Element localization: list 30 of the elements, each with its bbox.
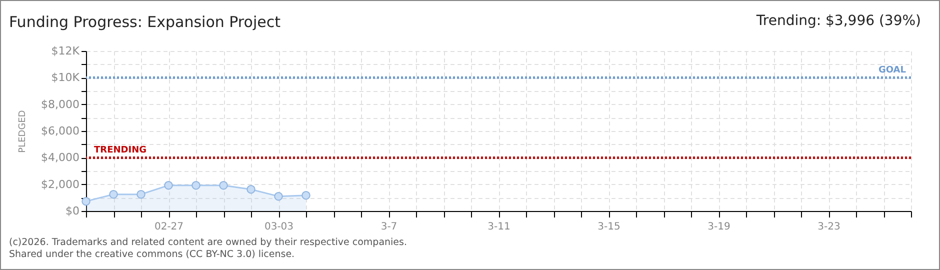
y-tick-label: $0 <box>66 204 80 218</box>
x-tick-label: 3-15 <box>598 222 620 232</box>
chart-title: Funding Progress: Expansion Project <box>9 13 280 31</box>
x-tick-label: 3-11 <box>488 222 510 232</box>
point <box>274 192 283 201</box>
y-tick-label: $2,000 <box>41 178 80 191</box>
y-tick-label: $6,000 <box>41 124 80 138</box>
point <box>82 196 90 206</box>
point <box>136 190 146 199</box>
y-tick-label: $12K <box>51 44 80 58</box>
ref-line-label: GOAL <box>878 66 906 76</box>
point <box>219 180 228 190</box>
y-tick-label: $10K <box>51 71 80 84</box>
x-tick-label: 3-23 <box>818 222 840 232</box>
text: (c)2026. Trademarks and related content are owned by their respective companies. <box>9 237 407 249</box>
point <box>246 184 256 194</box>
point <box>164 180 173 190</box>
point <box>302 190 310 200</box>
point <box>109 190 118 199</box>
x-tick-label: 3-19 <box>708 222 730 232</box>
point <box>192 180 200 190</box>
y-tick-label: $8,000 <box>41 98 80 111</box>
x-tick-label: 3-7 <box>380 222 398 232</box>
x-tick-label: 02-27 <box>154 222 184 232</box>
y-axis-title: PLEDGED <box>18 110 28 153</box>
y-tick-label: $4,000 <box>41 151 80 164</box>
x-tick-label: 03-03 <box>264 222 294 232</box>
ref-line-label: TRENDING <box>94 146 146 156</box>
text: Shared under the creative commons (CC BY-NC 3.0) license. <box>9 249 296 261</box>
chart-subtitle: Trending: $3,996 (39%) <box>756 13 921 29</box>
